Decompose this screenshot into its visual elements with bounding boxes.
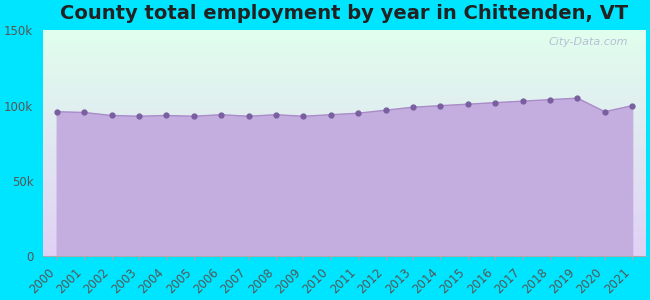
- Title: County total employment by year in Chittenden, VT: County total employment by year in Chitt…: [60, 4, 629, 23]
- Text: City-Data.com: City-Data.com: [548, 37, 628, 47]
